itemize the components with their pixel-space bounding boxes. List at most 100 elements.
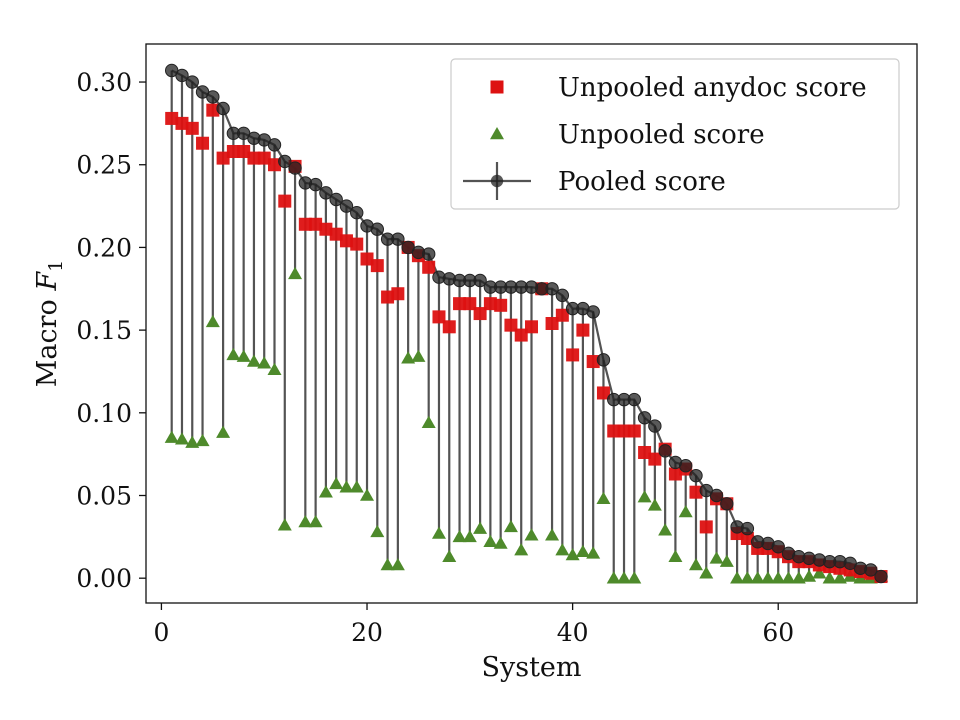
pooled-point — [709, 488, 724, 503]
anydoc-point — [339, 234, 353, 248]
unpooled-point — [339, 480, 354, 493]
unpooled-point — [586, 546, 601, 559]
unpooled-point — [298, 514, 313, 528]
y-tick-label: 0.15 — [76, 316, 132, 345]
unpooled-point — [493, 536, 508, 549]
pooled-point — [422, 247, 436, 261]
unpooled-point — [205, 314, 220, 328]
pooled-point — [278, 154, 292, 169]
anydoc-point — [278, 194, 292, 208]
legend-marker-anydoc — [490, 80, 504, 94]
legend-label-anydoc: Unpooled anydoc score — [558, 73, 867, 103]
unpooled-point — [401, 351, 416, 364]
unpooled-point — [750, 571, 765, 584]
unpooled-point — [524, 528, 539, 541]
unpooled-point — [606, 571, 621, 584]
anydoc-point — [226, 145, 240, 158]
anydoc-point — [596, 386, 610, 400]
pooled-point — [185, 75, 199, 89]
unpooled-point — [246, 354, 261, 367]
y-tick-label: 0.10 — [76, 399, 132, 428]
anydoc-point — [329, 227, 343, 241]
pooled-point — [391, 232, 405, 246]
anydoc-point — [545, 317, 559, 330]
pooled-point — [658, 444, 672, 458]
pooled-point — [473, 273, 487, 288]
anydoc-point — [257, 151, 271, 165]
pooled-point — [648, 419, 662, 433]
pooled-point — [350, 205, 364, 220]
unpooled-point — [236, 349, 251, 362]
unpooled-point — [411, 349, 426, 362]
pooled-point — [864, 563, 878, 577]
unpooled-point — [575, 544, 590, 557]
legend-label-unpooled: Unpooled score — [558, 120, 765, 150]
y-tick-label: 0.20 — [76, 233, 132, 262]
pooled-point — [596, 353, 611, 367]
pooled-point — [175, 68, 189, 83]
unpooled-point — [647, 498, 662, 511]
pooled-point — [308, 177, 323, 192]
anydoc-point — [453, 297, 467, 311]
pooled-point — [545, 282, 559, 296]
unpooled-point — [719, 554, 734, 567]
pooled-point — [720, 497, 734, 511]
pooled-point — [370, 222, 384, 236]
anydoc-point — [442, 320, 456, 334]
x-tick-label: 20 — [351, 618, 383, 647]
anydoc-point — [483, 297, 497, 311]
unpooled-point — [760, 571, 775, 584]
anydoc-point — [298, 217, 312, 231]
unpooled-point — [164, 430, 179, 443]
pooled-point — [689, 468, 703, 483]
anydoc-point — [422, 260, 436, 274]
y-axis-label-subscript: 1 — [45, 260, 67, 272]
legend: Unpooled anydoc score Unpooled score Poo… — [450, 58, 900, 210]
unpooled-point — [617, 571, 632, 584]
anydoc-point — [586, 355, 600, 369]
anydoc-point — [381, 290, 395, 304]
unpooled-point — [185, 435, 200, 448]
anydoc-point — [689, 485, 703, 499]
anydoc-point — [309, 217, 323, 231]
anydoc-point — [473, 307, 487, 321]
pooled-point — [637, 411, 652, 425]
pooled-point — [679, 459, 693, 473]
anydoc-point — [268, 158, 281, 172]
unpooled-point — [174, 432, 189, 445]
unpooled-point — [349, 480, 364, 493]
pooled-point — [319, 186, 333, 200]
unpooled-point — [730, 571, 745, 584]
x-axis-label: System — [481, 652, 581, 683]
unpooled-point — [832, 571, 847, 584]
anydoc-point — [370, 259, 384, 273]
anydoc-point — [350, 237, 364, 251]
anydoc-point — [699, 520, 713, 534]
anydoc-point — [247, 151, 261, 165]
unpooled-point — [658, 523, 673, 536]
unpooled-point — [503, 519, 518, 533]
unpooled-point — [216, 425, 231, 438]
pooled-point — [329, 192, 343, 207]
unpooled-point — [288, 266, 303, 280]
anydoc-point — [391, 287, 405, 301]
unpooled-point — [390, 557, 405, 571]
legend-label-pooled: Pooled score — [558, 167, 726, 197]
unpooled-point — [740, 571, 755, 584]
pooled-point — [216, 101, 230, 116]
pooled-point — [339, 199, 354, 213]
unpooled-point — [565, 548, 580, 561]
unpooled-point — [421, 415, 436, 428]
legend-marker-unpooled — [490, 127, 504, 140]
anydoc-point — [514, 328, 528, 342]
pooled-point — [627, 392, 641, 407]
legend-box — [450, 58, 900, 210]
pooled-point — [740, 521, 755, 536]
y-tick-label: 0.05 — [76, 482, 132, 511]
anydoc-point — [638, 446, 652, 459]
unpooled-point — [473, 521, 488, 534]
unpooled-point — [802, 569, 817, 582]
unpooled-point — [442, 549, 457, 562]
anydoc-point — [504, 318, 518, 332]
unpooled-point — [627, 571, 642, 584]
